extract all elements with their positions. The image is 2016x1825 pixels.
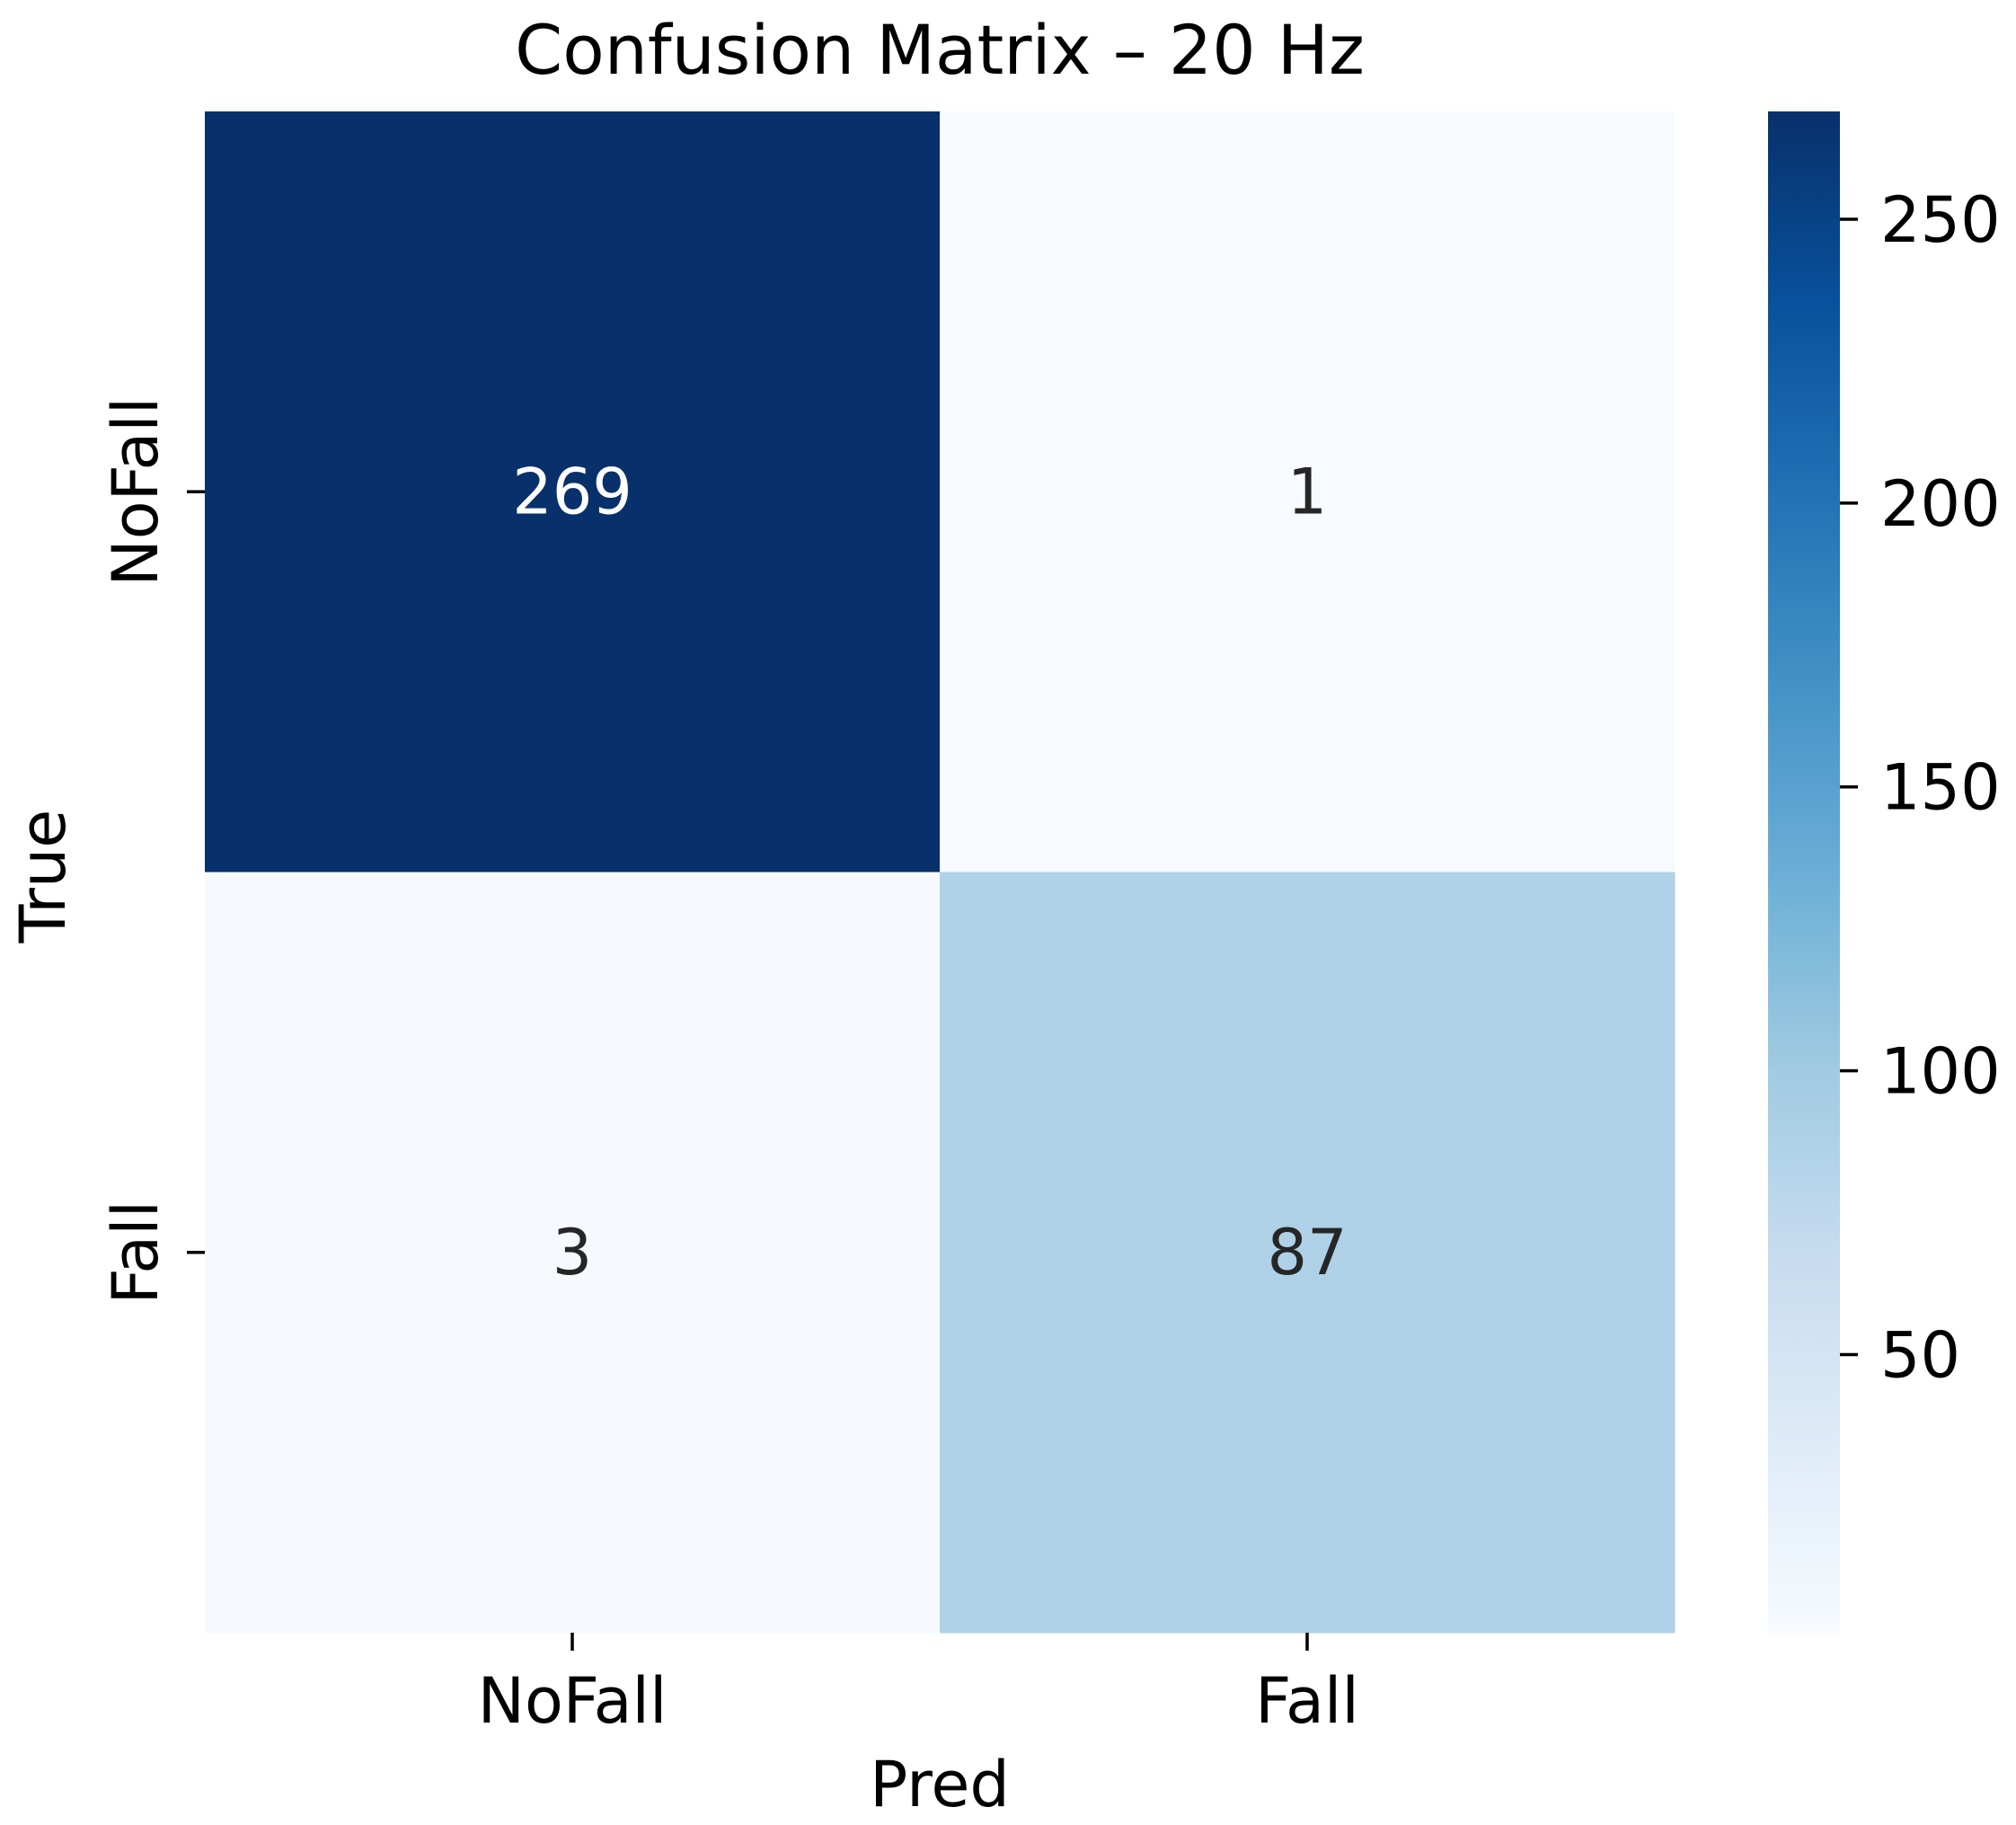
colorbar-tick-label: 50 [1880,1318,1960,1392]
y-tick-label: Fall [99,1200,172,1305]
colorbar-tick-label: 250 [1880,183,2001,257]
x-axis-label: Pred [870,1748,1010,1821]
x-tick-label: NoFall [478,1664,668,1738]
heatmap-cell-nofall-fall [940,111,1676,873]
cell-value-label: 269 [512,455,632,528]
colorbar-tick-label: 200 [1880,467,2001,541]
heatmap-cell-labels: 269 1 3 87 [512,455,1347,1289]
y-axis-label: True [6,810,80,944]
heatmap-cell-fall-nofall [205,872,941,1634]
y-axis: NoFall Fall [99,397,205,1305]
x-tick-label: Fall [1255,1664,1359,1738]
heatmap-cells [205,111,1676,1634]
cell-value-label: 3 [553,1216,593,1289]
heatmap-cell-fall-fall [940,872,1676,1634]
y-tick-label: NoFall [99,397,172,587]
colorbar-tick-label: 100 [1880,1035,2001,1109]
colorbar-tick-label: 150 [1880,751,2001,825]
cell-value-label: 87 [1267,1216,1347,1289]
x-axis: NoFall Fall [478,1633,1359,1738]
colorbar: 50 100 150 200 250 [1768,111,2001,1633]
heatmap-cell-nofall-nofall [205,111,941,873]
chart-title: Confusion Matrix – 20 Hz [515,10,1365,90]
colorbar-gradient [1768,111,1840,1633]
cell-value-label: 1 [1287,455,1328,528]
